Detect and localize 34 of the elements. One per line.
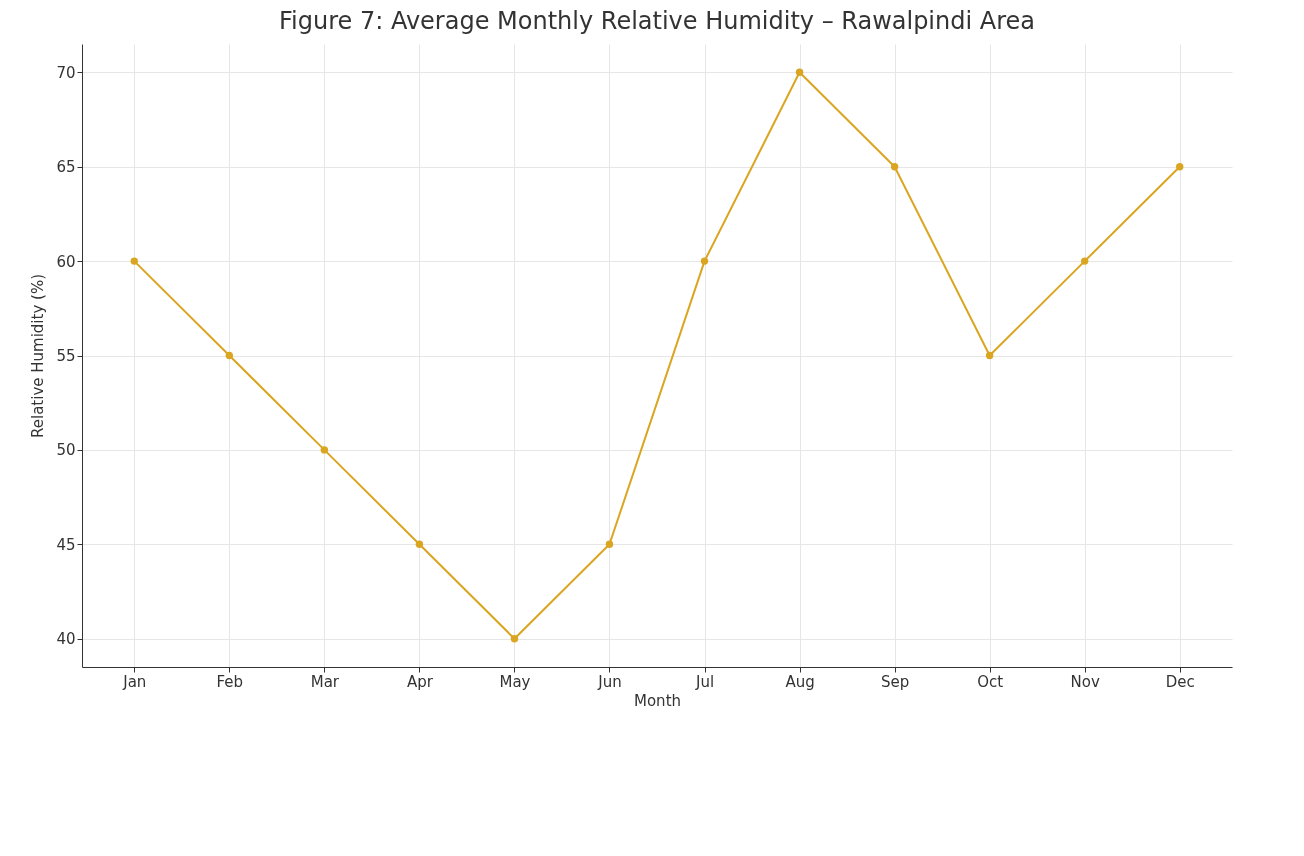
point: [795, 68, 804, 77]
chart-title: Figure 7: Average Monthly Relative Humidity – Rawalpindi Area: [278, 7, 1036, 35]
y-tick-label: 45: [56, 535, 76, 554]
x-tick-label: Apr: [406, 672, 434, 691]
point: [985, 351, 994, 360]
point: [510, 634, 519, 643]
point: [700, 257, 709, 265]
point: [890, 163, 899, 171]
y-axis-title: Relative Humidity (%): [29, 274, 48, 438]
x-tick-label: Dec: [1165, 672, 1195, 691]
x-tick-label: Oct: [977, 672, 1004, 691]
y-tick-label: 55: [56, 347, 76, 365]
point: [225, 351, 234, 360]
x-tick-label: Nov: [1070, 672, 1100, 691]
y-tick-label: 40: [56, 630, 76, 649]
x-tick-label: Jul: [694, 672, 715, 691]
y-tick-label: 65: [56, 158, 76, 177]
point: [130, 257, 138, 265]
x-tick-label: Aug: [785, 672, 815, 691]
x-tick-label: Jun: [597, 672, 622, 691]
y-tick-label: 60: [56, 252, 76, 271]
point: [320, 446, 329, 454]
x-tick-label: May: [499, 672, 531, 691]
point: [1176, 163, 1184, 171]
point: [605, 540, 614, 548]
point: [1080, 257, 1089, 265]
x-tick-label: Feb: [216, 672, 244, 691]
x-tick-label: Mar: [310, 672, 340, 691]
y-tick-label: 70: [56, 63, 76, 82]
x-tick-label: Sep: [880, 672, 910, 691]
point: [415, 540, 424, 548]
x-axis-title: Month: [633, 691, 682, 710]
x-tick-label: Jan: [122, 672, 147, 691]
y-tick-label: 50: [56, 441, 76, 460]
